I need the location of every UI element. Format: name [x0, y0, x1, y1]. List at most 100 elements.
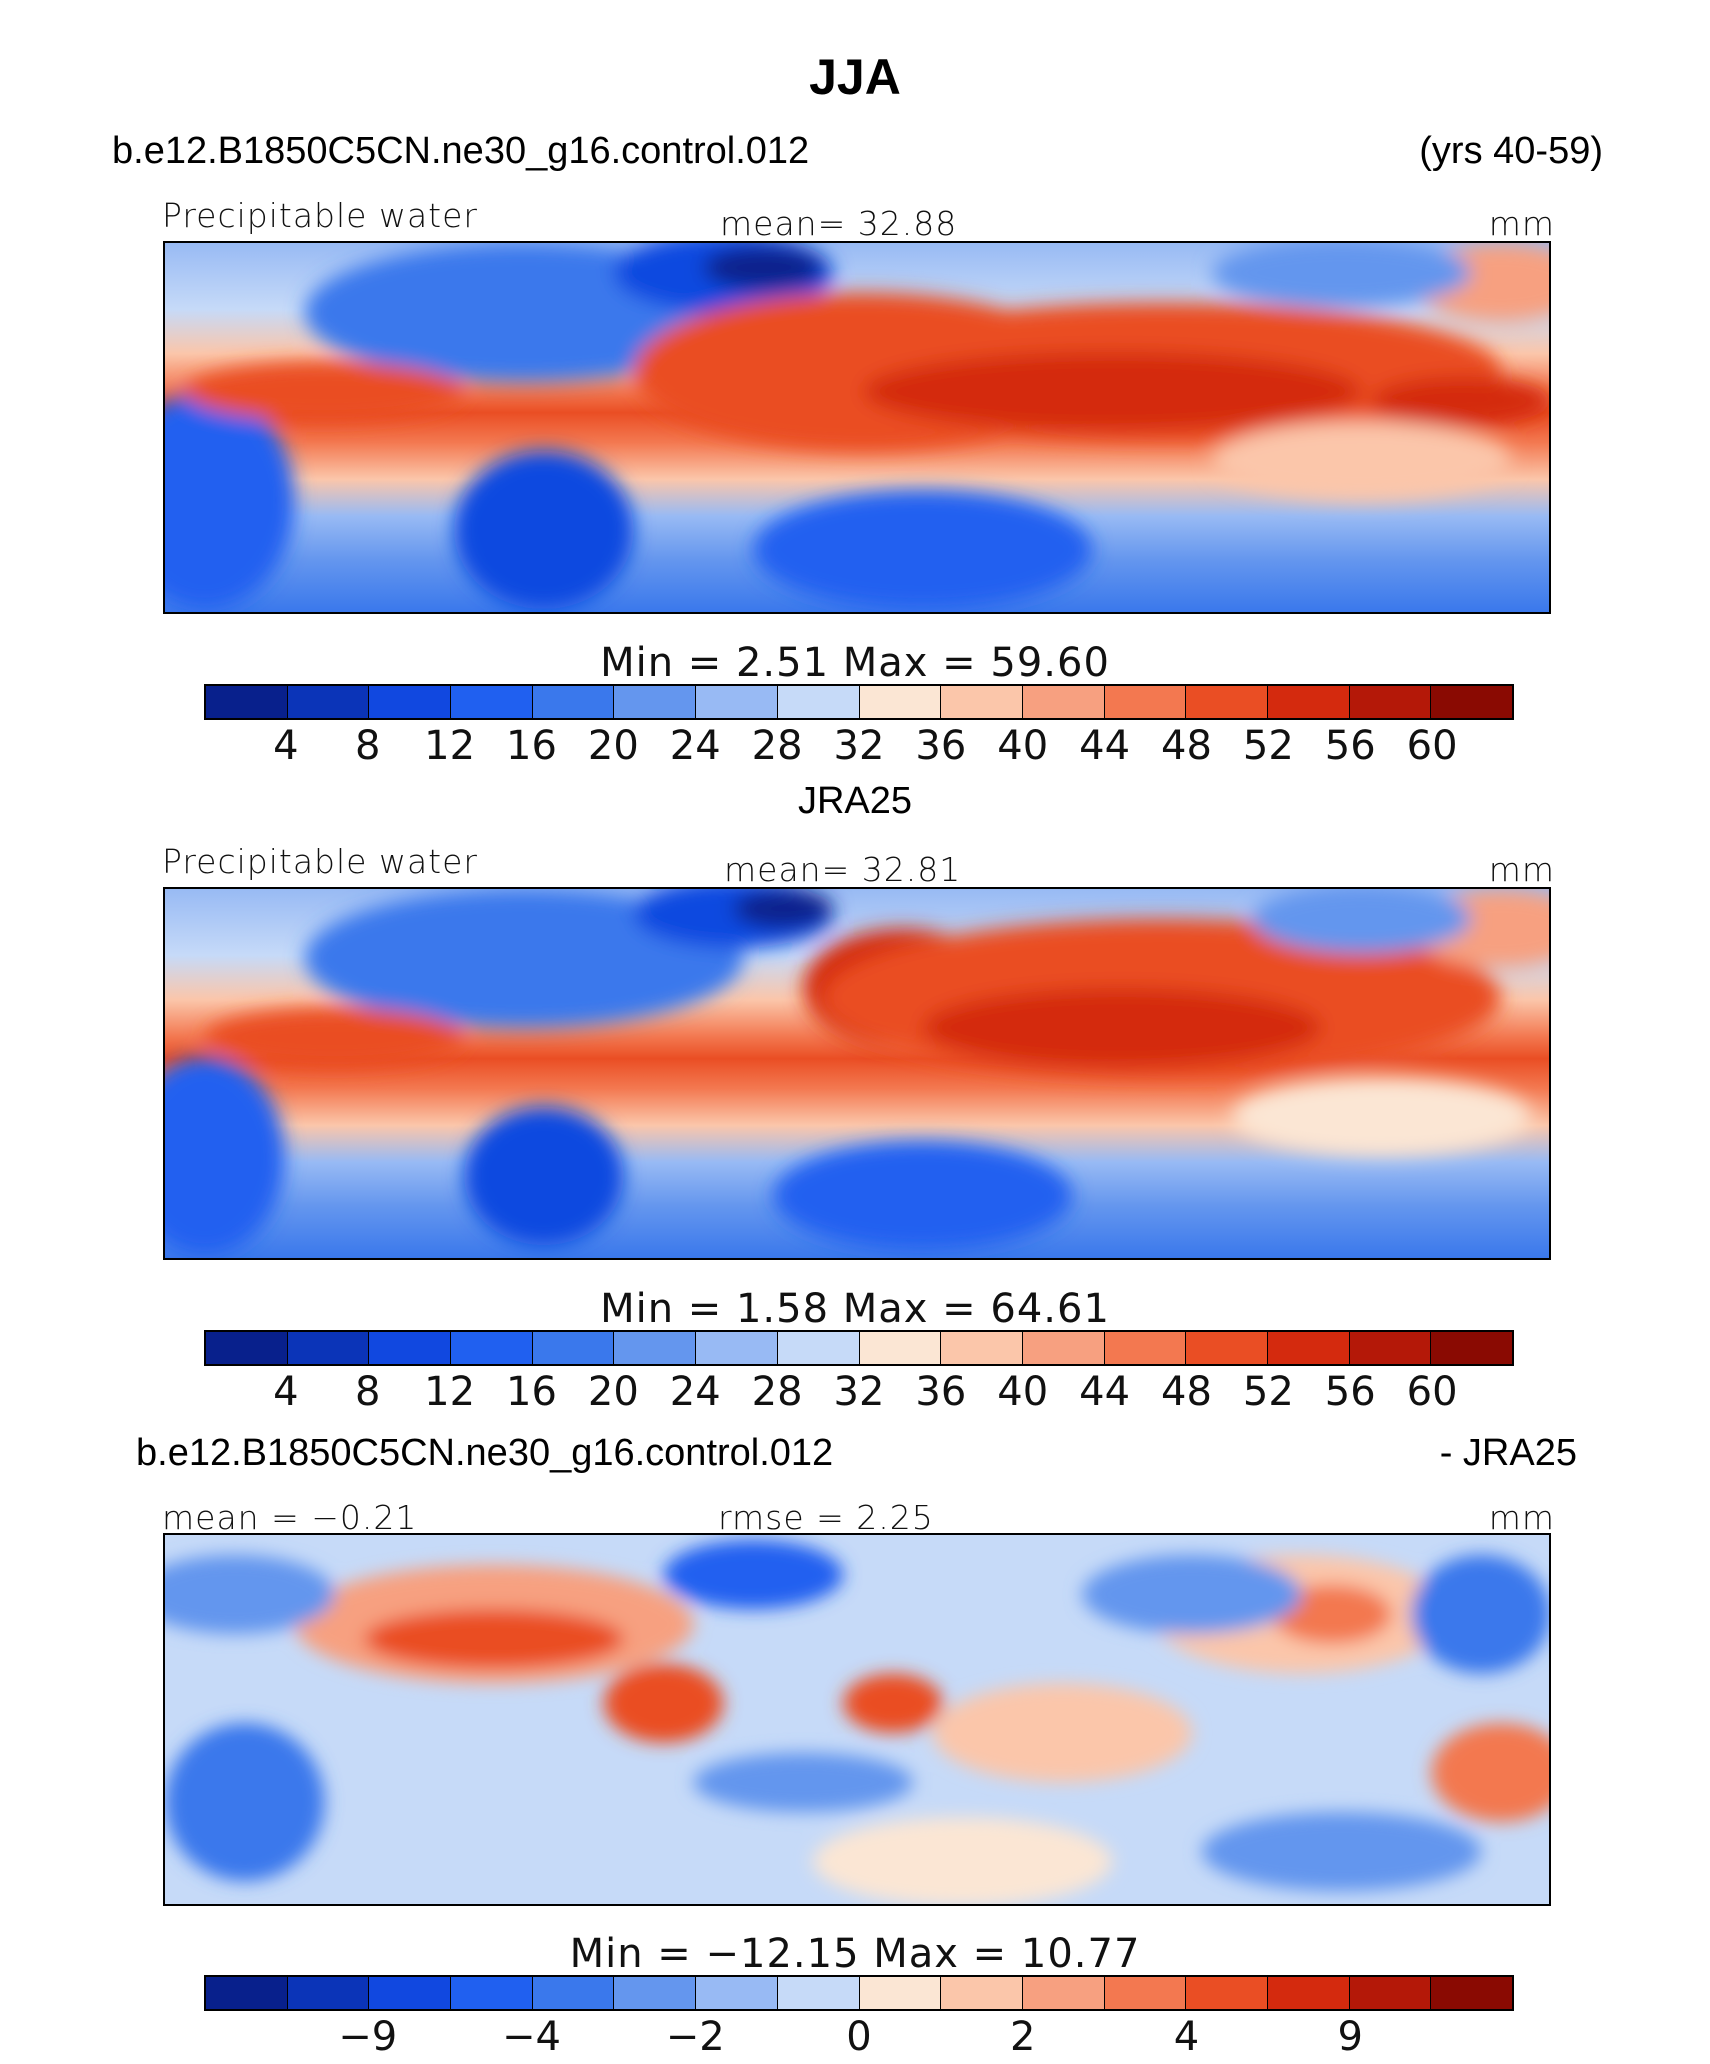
- colorbar-tick-label: −4: [502, 2014, 561, 2060]
- colorbar-cell: [941, 1977, 1023, 2009]
- colorbar-cell: [859, 686, 942, 718]
- colorbar-cell: [1186, 1332, 1268, 1364]
- colorbar-tick-label: 12: [424, 723, 476, 769]
- colorbar-tick-label: 56: [1324, 1369, 1376, 1415]
- panel3-header-right: - JRA25: [1439, 1432, 1577, 1474]
- colorbar-tick-label: 0: [846, 2014, 872, 2060]
- panel1-mean: mean= 32.88: [720, 204, 958, 243]
- colorbar-tick-label: 4: [273, 1369, 299, 1415]
- colorbar-tick-label: 20: [587, 723, 639, 769]
- colorbar-tick-label: 40: [997, 723, 1049, 769]
- colorbar-tick-label: 56: [1324, 723, 1376, 769]
- colorbar-cell: [206, 686, 288, 718]
- colorbar-tick-label: 60: [1406, 1369, 1458, 1415]
- colorbar-tick-label: 32: [833, 1369, 885, 1415]
- colorbar-cell: [1349, 1332, 1432, 1364]
- colorbar-cell: [1186, 1977, 1268, 2009]
- colorbar-tick-label: 24: [669, 1369, 721, 1415]
- colorbar-cell: [859, 1332, 942, 1364]
- colorbar-cell: [369, 1977, 452, 2009]
- colorbar-cell: [369, 1332, 452, 1364]
- colorbar-cell: [859, 1977, 942, 2009]
- colorbar-cell: [1104, 1332, 1187, 1364]
- colorbar-cell: [532, 686, 615, 718]
- colorbar-tick-label: 16: [506, 1369, 557, 1415]
- panel1-variable: Precipitable water: [162, 196, 478, 235]
- colorbar-tick-label: 60: [1406, 723, 1458, 769]
- colorbar-tick-label: −9: [338, 2014, 398, 2060]
- colorbar-tick-label: 44: [1079, 1369, 1131, 1415]
- colorbar-tick-label: 52: [1242, 1369, 1294, 1415]
- colorbar-cell: [1104, 1977, 1187, 2009]
- colorbar-cell: [1104, 686, 1187, 718]
- colorbar-cell: [1349, 686, 1432, 718]
- colorbar-cell: [696, 1977, 778, 2009]
- panel3-map: [163, 1533, 1551, 1906]
- colorbar-cell: [614, 1977, 697, 2009]
- panel3-colorbar: [204, 1975, 1514, 2011]
- colorbar-tick-label: 4: [1173, 2014, 1200, 2060]
- panel2-variable: Precipitable water: [162, 842, 478, 881]
- colorbar-tick-label: 8: [355, 1369, 381, 1415]
- panel1-map: [163, 241, 1551, 614]
- colorbar-cell: [1022, 1977, 1105, 2009]
- colorbar-cell: [1431, 686, 1512, 718]
- colorbar-cell: [451, 686, 533, 718]
- colorbar-tick-label: 36: [915, 1369, 967, 1415]
- colorbar-tick-label: 28: [751, 723, 803, 769]
- panel3-header-left: b.e12.B1850C5CN.ne30_g16.control.012: [136, 1432, 834, 1474]
- colorbar-cell: [1022, 1332, 1105, 1364]
- colorbar-cell: [369, 686, 452, 718]
- colorbar-tick-label: 16: [506, 723, 557, 769]
- panel2-mean: mean= 32.81: [724, 850, 962, 889]
- colorbar-tick-label: 48: [1161, 1369, 1212, 1415]
- colorbar-tick-label: 32: [833, 723, 885, 769]
- panel2-units: mm: [1488, 850, 1555, 889]
- years-range: (yrs 40-59): [1419, 130, 1603, 172]
- colorbar-cell: [941, 1332, 1023, 1364]
- panel2-map: [163, 887, 1551, 1260]
- colorbar-cell: [941, 686, 1023, 718]
- colorbar-tick-label: 20: [587, 1369, 639, 1415]
- colorbar-cell: [614, 686, 697, 718]
- panel2-minmax: Min = 1.58 Max = 64.61: [600, 1286, 1110, 1332]
- colorbar-cell: [1431, 1332, 1512, 1364]
- panel3-mean: mean = −0.21: [162, 1498, 418, 1537]
- colorbar-cell: [777, 1332, 860, 1364]
- colorbar-cell: [1267, 686, 1350, 718]
- colorbar-tick-label: 2: [1010, 2014, 1036, 2060]
- panel2-label: JRA25: [797, 780, 913, 822]
- panel3-minmax: Min = −12.15 Max = 10.77: [569, 1931, 1141, 1977]
- colorbar-tick-label: 4: [273, 723, 299, 769]
- colorbar-cell: [696, 686, 778, 718]
- colorbar-cell: [287, 1332, 370, 1364]
- colorbar-tick-label: 12: [424, 1369, 476, 1415]
- colorbar-tick-label: 36: [915, 723, 967, 769]
- case-name: b.e12.B1850C5CN.ne30_g16.control.012: [112, 130, 810, 172]
- colorbar-cell: [614, 1332, 697, 1364]
- colorbar-cell: [451, 1977, 533, 2009]
- colorbar-tick-label: 52: [1242, 723, 1294, 769]
- colorbar-cell: [532, 1977, 615, 2009]
- panel3-units: mm: [1488, 1498, 1555, 1537]
- colorbar-cell: [532, 1332, 615, 1364]
- colorbar-cell: [1267, 1332, 1350, 1364]
- colorbar-tick-label: 40: [997, 1369, 1049, 1415]
- panel2-colorbar: [204, 1330, 1514, 1366]
- colorbar-cell: [287, 1977, 370, 2009]
- colorbar-tick-label: 48: [1161, 723, 1212, 769]
- colorbar-cell: [1267, 1977, 1350, 2009]
- colorbar-tick-label: −2: [665, 2014, 725, 2060]
- colorbar-cell: [777, 686, 860, 718]
- colorbar-cell: [206, 1977, 288, 2009]
- colorbar-cell: [1431, 1977, 1512, 2009]
- colorbar-cell: [1022, 686, 1105, 718]
- colorbar-cell: [696, 1332, 778, 1364]
- panel3-rmse: rmse = 2.25: [718, 1498, 934, 1537]
- colorbar-cell: [206, 1332, 288, 1364]
- colorbar-cell: [777, 1977, 860, 2009]
- colorbar-tick-label: 9: [1337, 2014, 1363, 2060]
- panel1-minmax: Min = 2.51 Max = 59.60: [600, 640, 1110, 686]
- page-title: JJA: [809, 49, 901, 105]
- panel1-units: mm: [1488, 204, 1555, 243]
